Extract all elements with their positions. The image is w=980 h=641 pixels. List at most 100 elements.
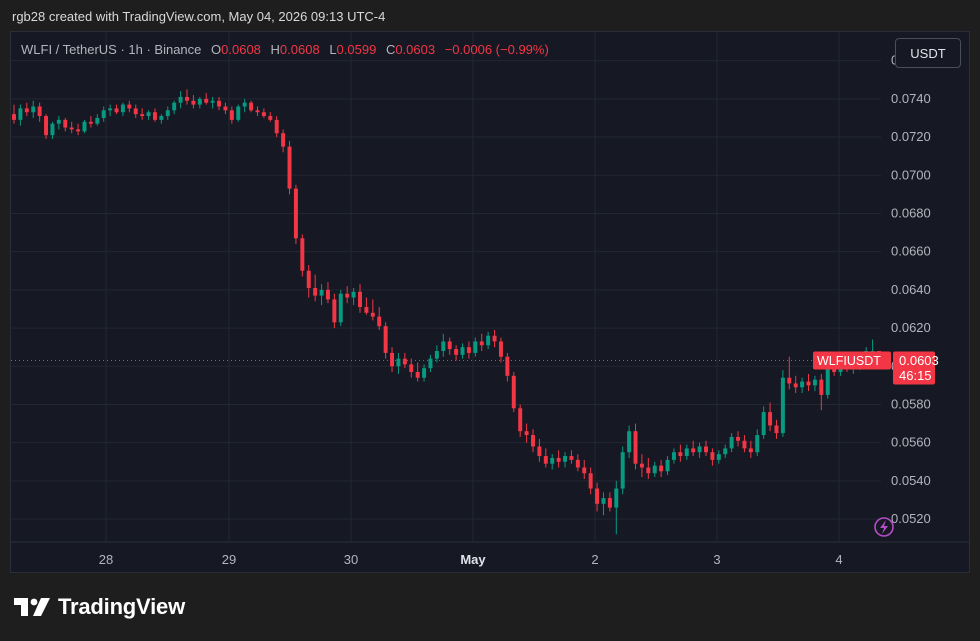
candle-body (736, 436, 741, 441)
candle-body (447, 341, 452, 350)
candle-body (729, 436, 734, 449)
candle-body (716, 454, 721, 460)
y-tick-label: 0.0640 (891, 282, 931, 297)
candle-body (671, 452, 676, 460)
candlestick-chart[interactable]: 0.05200.05400.05600.05800.06000.06200.06… (11, 32, 969, 572)
x-tick-label: 29 (222, 552, 236, 567)
candle-body (197, 98, 202, 105)
x-tick-label: 3 (713, 552, 720, 567)
candle-body (870, 350, 875, 352)
x-tick-label: 4 (835, 552, 842, 567)
candle-body (646, 467, 651, 474)
candle-body (223, 106, 228, 111)
candle-body (345, 293, 350, 298)
candle-body (595, 488, 600, 504)
candle-body (69, 127, 74, 130)
candle-body (146, 112, 151, 117)
candle-body (627, 431, 632, 453)
candles (12, 89, 881, 535)
symbol-tag-bg (813, 351, 891, 370)
candle-body (390, 352, 395, 367)
candle-body (249, 102, 254, 111)
candle-body (44, 116, 49, 136)
candle-body (761, 412, 766, 436)
candle-body (486, 335, 491, 346)
y-tick-label: 0.0580 (891, 396, 931, 411)
currency-button[interactable]: USDT (895, 38, 961, 68)
candle-body (755, 435, 760, 453)
candle-body (665, 459, 670, 472)
candle-body (377, 316, 382, 327)
candle-body (639, 463, 644, 468)
candle-body (569, 456, 574, 460)
candle-body (140, 114, 145, 117)
candle-body (575, 459, 580, 468)
candle-body (697, 446, 702, 453)
candle-body (601, 498, 606, 504)
candle-body (50, 123, 55, 136)
candle-body (748, 448, 753, 453)
candle-body (434, 350, 439, 359)
x-tick-label: May (460, 552, 486, 567)
candle-body (460, 347, 465, 355)
candle-body (358, 291, 362, 308)
candle-body (588, 473, 593, 489)
candle-body (441, 341, 446, 351)
candle-body (338, 293, 343, 323)
candle-body (370, 312, 375, 317)
candle-body (780, 377, 785, 434)
candle-body (172, 102, 177, 111)
tradingview-logo-icon (14, 598, 50, 616)
ohlc-legend: WLFI / TetherUS · 1h · Binance O0.0608 H… (21, 42, 549, 57)
candle-body (319, 289, 324, 296)
candle-body (101, 110, 106, 118)
candle-body (543, 456, 548, 464)
candle-body (832, 368, 837, 372)
candle-body (114, 108, 119, 113)
lightning-icon-bolt (880, 520, 888, 534)
candle-body (191, 100, 196, 105)
y-tick-label: 0.0680 (891, 205, 931, 220)
candle-body (505, 356, 510, 376)
candle-body (812, 379, 817, 386)
candle-body (108, 108, 113, 111)
candle-body (742, 440, 747, 449)
candle-body (498, 341, 503, 357)
candle-body (454, 349, 459, 355)
candle-body (473, 341, 478, 353)
candle-body (422, 368, 427, 378)
candle-body (364, 307, 369, 313)
candle-body (242, 102, 247, 107)
candle-body (704, 446, 708, 453)
attribution-text: rgb28 created with TradingView.com, May … (12, 9, 386, 24)
symbol-tag-text: WLFIUSDT (817, 354, 881, 368)
candle-body (723, 448, 728, 455)
candle-body (787, 377, 792, 384)
chart-panel[interactable]: 0.05200.05400.05600.05800.06000.06200.06… (10, 31, 970, 573)
candle-body (236, 106, 241, 120)
y-tick-label: 0.0720 (891, 129, 931, 144)
candle-body (178, 96, 183, 103)
candle-body (518, 408, 523, 432)
candle-body (31, 106, 36, 113)
x-tick-label: 2 (591, 552, 598, 567)
candle-body (678, 452, 683, 457)
candle-body (274, 119, 279, 134)
y-tick-label: 0.0540 (891, 473, 931, 488)
candle-body (12, 114, 16, 120)
candle-body (165, 110, 170, 117)
candle-body (133, 108, 138, 115)
candle-body (18, 108, 23, 120)
candle-body (37, 106, 42, 117)
candle-body (287, 146, 292, 189)
candle-body (825, 368, 830, 395)
lightning-icon[interactable] (874, 517, 894, 537)
close-label: C (385, 42, 396, 57)
low-value: 0.0599 (336, 42, 377, 57)
price-tag-bg (893, 351, 935, 385)
candle-body (479, 341, 484, 346)
candle-body (556, 457, 561, 462)
candle-body (82, 121, 87, 132)
change-value: −0.0006 (−0.99%) (444, 42, 549, 57)
candle-body (383, 326, 388, 353)
